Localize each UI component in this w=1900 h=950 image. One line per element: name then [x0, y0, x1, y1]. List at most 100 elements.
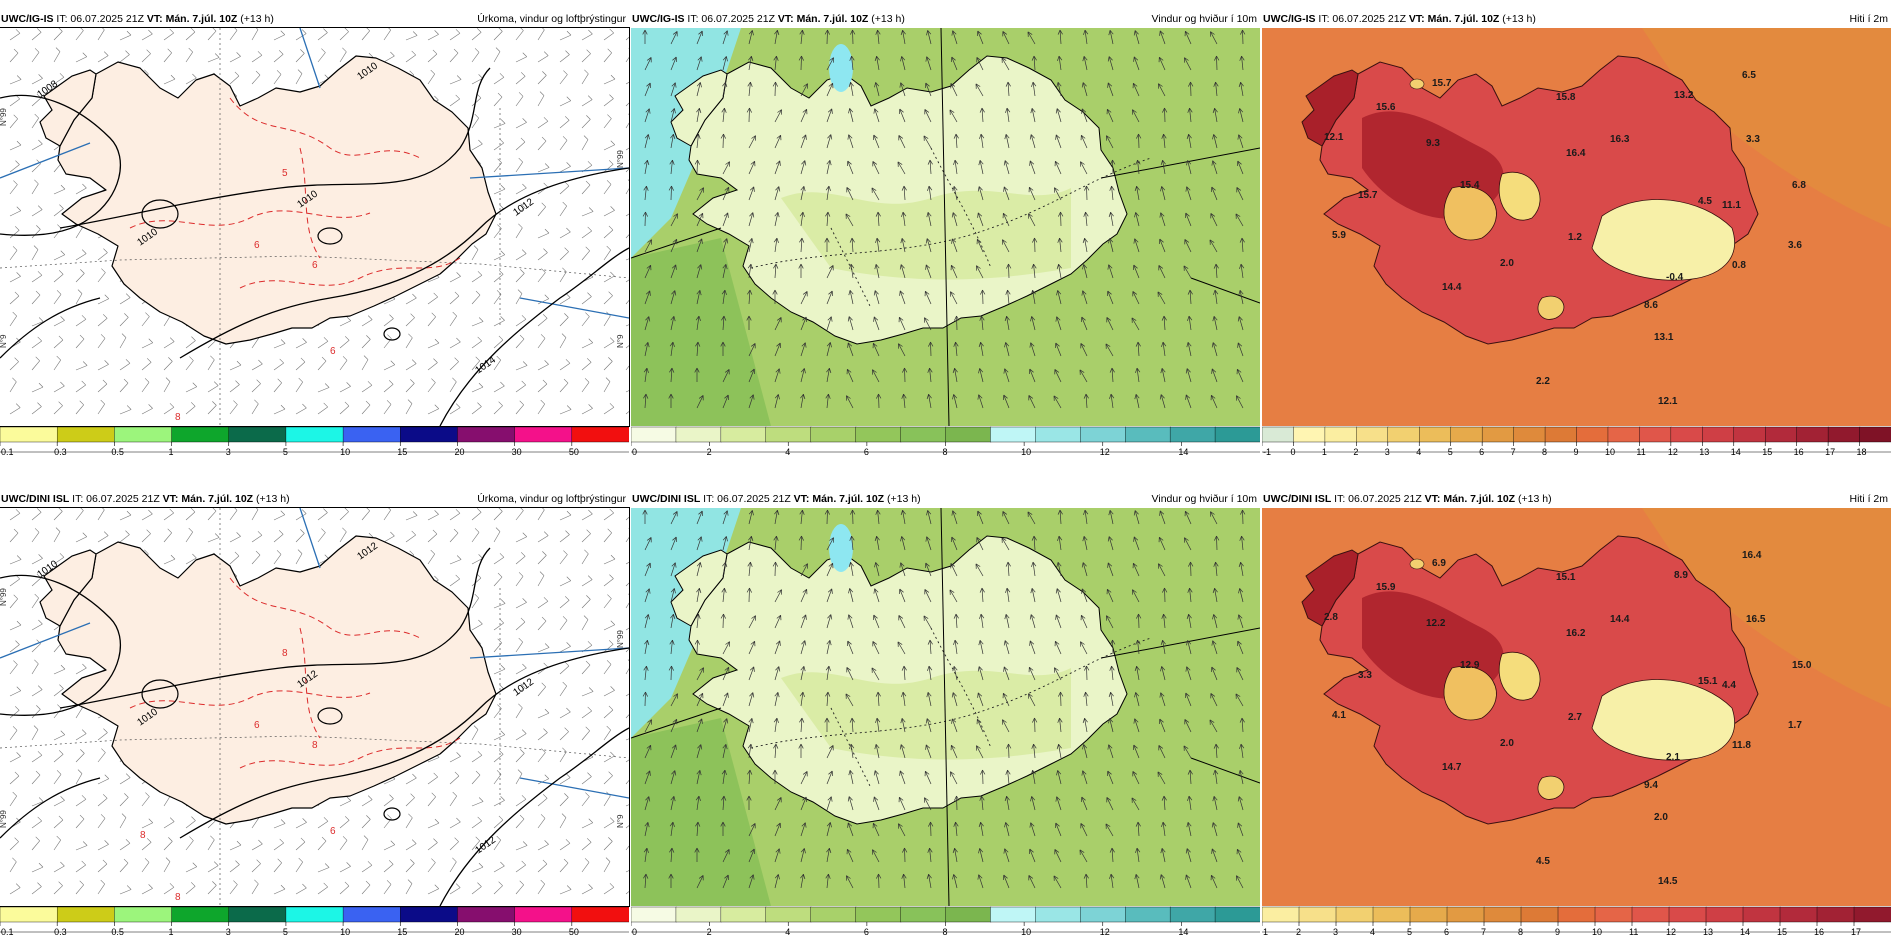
wind-arrow-head: [801, 160, 806, 165]
wind-barb: [119, 534, 130, 543]
wind-barb: [493, 254, 505, 261]
wind-barb-feather: [497, 224, 502, 229]
map-temperature[interactable]: 15.7 6.5 15.6 15.8 13.2 12.1 9.3 16.3 16.4 3.3 15.…: [1262, 28, 1891, 426]
wind-arrow: [774, 536, 777, 551]
map-precip[interactable]: 1010 1010 1012 1012 1012 1012 8 6 6 8 8 8 N°99 N°99 N°…: [0, 507, 630, 907]
wind-arrow: [847, 640, 854, 655]
wind-barb-feather: [585, 660, 591, 666]
wind-barb-feather: [123, 858, 129, 864]
map-wind[interactable]: [631, 28, 1260, 426]
wind-arrow: [897, 161, 906, 175]
colorbar-tick-label: 4: [1370, 927, 1375, 937]
wind-arrow: [1183, 265, 1192, 279]
wind-arrow-head: [748, 795, 752, 801]
wind-barb-feather: [169, 817, 175, 822]
temperature-value-label: 3.3: [1358, 670, 1372, 681]
wind-barb: [515, 556, 526, 565]
wind-arrow: [774, 238, 778, 253]
wind-arrow: [800, 160, 806, 175]
wind-arrow-head: [952, 666, 955, 672]
wind-arrow: [1131, 797, 1140, 811]
wind-arrow: [1185, 692, 1192, 707]
wind-arrow: [696, 238, 703, 253]
wind-arrow: [901, 56, 906, 71]
wind-arrow-head: [779, 160, 781, 166]
wind-barb: [339, 386, 351, 393]
wind-arrow-head: [1054, 369, 1060, 373]
colorbar-tick-label: 0.5: [111, 447, 124, 457]
wind-arrow-head: [1237, 822, 1243, 827]
wind-barb: [603, 578, 614, 587]
wind-barb: [9, 381, 17, 393]
wind-arrow-head: [1137, 341, 1141, 347]
wind-barb-feather: [280, 510, 285, 515]
wind-barb: [251, 535, 263, 543]
colorbar-swatch: [1450, 426, 1483, 443]
wind-barb-feather: [606, 180, 612, 185]
wind-arrow-head: [873, 796, 879, 801]
map-wind[interactable]: [631, 508, 1260, 906]
wind-arrow-head: [1210, 31, 1215, 35]
wind-arrow-head: [694, 639, 698, 645]
colorbar-tick-label: 14: [1740, 927, 1750, 937]
wind-barb: [53, 668, 66, 675]
wind-barb: [75, 338, 85, 349]
wind-arrow: [1136, 368, 1140, 383]
wind-arrow-head: [1239, 588, 1244, 593]
wind-arrow: [976, 265, 984, 279]
wind-barb: [625, 714, 629, 719]
wind-arrow-head: [1055, 316, 1058, 322]
wind-arrow-head: [977, 692, 983, 697]
wind-arrow-head: [772, 81, 776, 87]
wind-barb: [493, 385, 505, 393]
colorbar-swatch: [1639, 426, 1672, 443]
wind-arrow: [1002, 511, 1010, 525]
wind-arrow: [1185, 212, 1192, 227]
wind-arrow-head: [929, 367, 933, 373]
wind-arrow-head: [1136, 186, 1140, 191]
wind-arrow-head: [1212, 160, 1217, 165]
wind-arrow-head: [645, 211, 648, 217]
wind-arrow-head: [926, 510, 928, 516]
wind-arrow: [923, 135, 932, 149]
wind-arrow-head: [1162, 640, 1166, 645]
wind-barb-feather: [301, 509, 307, 514]
wind-arrow-head: [778, 848, 781, 854]
map-temperature[interactable]: 6.9 16.4 15.9 15.1 8.9 2.8 12.2 14.4 16.2 16.5 12.…: [1262, 508, 1891, 906]
wind-arrow-head: [1107, 562, 1109, 568]
wind-barb-feather: [430, 549, 435, 555]
wind-barb: [603, 275, 615, 283]
wind-arrow: [924, 589, 932, 603]
wind-barb-feather: [12, 377, 17, 383]
region-boundary: [750, 637, 1152, 749]
wind-barb-feather: [38, 862, 44, 868]
wind-arrow: [903, 394, 906, 409]
wind-barb-feather: [587, 161, 593, 166]
wind-barb-feather: [145, 792, 150, 797]
wind-barb: [405, 817, 413, 829]
wind-barb: [493, 142, 504, 151]
wind-barb-feather: [608, 705, 614, 711]
wind-arrow-head: [670, 796, 675, 801]
wind-arrow-head: [1005, 134, 1010, 139]
wind-arrow-head: [747, 81, 751, 87]
wind-arrow-head: [873, 796, 875, 802]
wind-arrow-head: [1084, 718, 1088, 723]
wind-arrow: [1184, 239, 1192, 253]
wind-barb: [339, 820, 350, 829]
wind-arrow-head: [1107, 536, 1110, 542]
colorbar-swatch: [171, 906, 230, 923]
colorbar-swatch: [400, 906, 459, 923]
map-precip[interactable]: 1008 1010 1010 1010 1012 1014 5 6 6 8 6 N°99 N°9 N°99…: [0, 27, 630, 427]
wind-barb: [31, 597, 39, 609]
colorbar-swatch: [1816, 906, 1855, 923]
colorbar-swatch: [1481, 426, 1515, 443]
wind-arrow-head: [1211, 186, 1216, 191]
wind-arrow: [924, 317, 932, 331]
wind-arrow-head: [1237, 160, 1242, 165]
panel-title: Úrkoma, vindur og loftþrýstingur: [477, 493, 626, 505]
wind-arrow-head: [827, 796, 832, 801]
wind-arrow-head: [875, 509, 878, 515]
wind-arrow: [1214, 108, 1218, 123]
wind-arrow-head: [981, 107, 985, 113]
